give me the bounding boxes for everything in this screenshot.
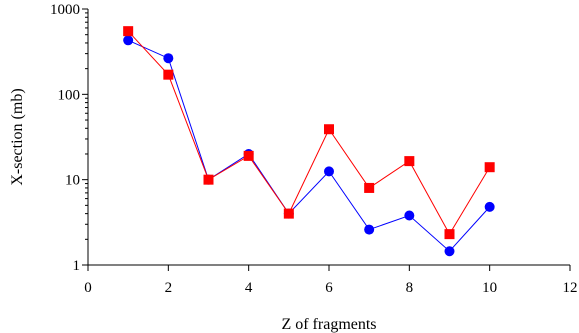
x-tick-label: 0 — [84, 280, 92, 296]
data-point — [484, 201, 495, 212]
series-1 — [123, 35, 495, 257]
data-point — [484, 162, 495, 173]
x-tick-label: 12 — [563, 280, 578, 296]
data-point — [243, 150, 254, 161]
x-tick-label: 4 — [245, 280, 253, 296]
x-axis-title: Z of fragments — [281, 316, 376, 333]
data-point — [283, 208, 294, 219]
series-line — [127, 30, 491, 236]
data-point — [203, 174, 214, 185]
data-point — [404, 210, 415, 221]
data-point — [364, 182, 375, 193]
y-tick-label: 1 — [73, 258, 81, 274]
data-point — [444, 246, 455, 257]
y-tick-label: 100 — [58, 87, 81, 103]
data-point — [163, 53, 174, 64]
y-axis-title: X-section (mb) — [9, 88, 26, 185]
data-point — [364, 224, 375, 235]
series-2 — [123, 26, 495, 240]
x-tick-label: 2 — [165, 280, 173, 296]
axes: 0 2 4 6 8 10 12 1 10 100 1000 — [50, 2, 578, 296]
series-layer — [123, 26, 495, 257]
data-point — [324, 124, 334, 135]
data-point — [444, 229, 455, 240]
x-tick-label: 8 — [406, 280, 414, 296]
y-tick-label: 10 — [65, 173, 80, 189]
data-point — [324, 166, 334, 177]
data-point — [163, 69, 174, 80]
data-point — [404, 156, 415, 167]
x-tick-label: 10 — [482, 280, 497, 296]
y-tick-label: 1000 — [50, 2, 80, 18]
series-line — [127, 39, 491, 252]
data-point — [123, 26, 134, 37]
x-tick-label: 6 — [325, 280, 333, 296]
data-point — [123, 35, 134, 46]
